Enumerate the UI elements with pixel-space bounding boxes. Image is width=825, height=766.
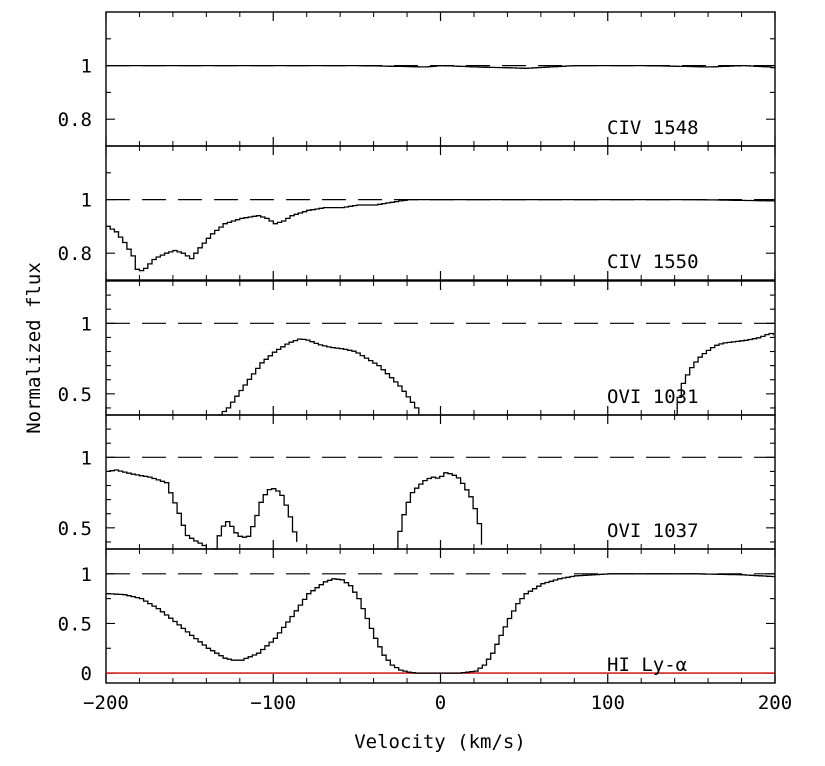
y-tick-label: 0.5 <box>58 518 92 540</box>
panel-0: 0.8 1 CIV 1548 <box>58 11 776 147</box>
flux-profile-line <box>393 472 483 550</box>
x-tick-label: 200 <box>758 692 792 714</box>
flux-profile-line <box>673 332 774 416</box>
panel-label: OVI 1037 <box>607 520 699 542</box>
y-tick-label: 0.8 <box>58 109 92 131</box>
x-tick-label: −200 <box>83 692 129 714</box>
flux-profile-line <box>106 469 207 549</box>
panel-2: 0.5 1 OVI 1031 <box>58 280 776 416</box>
y-tick-label: 0.5 <box>58 384 92 406</box>
panel-label: CIV 1550 <box>607 251 699 273</box>
panels-layer: 0.8 1 CIV 1548 0.8 1 CIV 1550 0.5 1 OVI 1031 0.5 1… <box>58 11 776 685</box>
y-tick-label: 1 <box>81 564 92 586</box>
flux-profile-line <box>106 198 775 272</box>
x-axis-title: Velocity (km/s) <box>354 731 526 753</box>
y-tick-label: 0.5 <box>58 613 92 635</box>
x-tick-label: 100 <box>591 692 625 714</box>
y-tick-label: 0 <box>81 663 92 685</box>
x-tick-label: 0 <box>435 692 446 714</box>
flux-profile-line <box>213 488 298 550</box>
panel-label: HI Ly-α <box>607 654 687 676</box>
y-tick-label: 1 <box>81 56 92 78</box>
flux-profile-line <box>218 338 420 416</box>
flux-profile-line <box>106 573 776 674</box>
y-tick-label: 1 <box>81 447 92 469</box>
panel-label: OVI 1031 <box>607 386 699 408</box>
panel-label: CIV 1548 <box>607 117 699 139</box>
x-tick-label: −100 <box>250 692 296 714</box>
panel-4: 0 0.5 1 HI Ly-α <box>58 548 776 685</box>
y-axis-title: Normalized flux <box>23 262 45 434</box>
y-tick-label: 0.8 <box>58 243 92 265</box>
flux-profile-line <box>106 64 776 69</box>
panel-1: 0.8 1 CIV 1550 <box>58 145 776 281</box>
x-axis-tick-labels: −200 −100 0 100 200 <box>83 692 792 714</box>
y-tick-label: 1 <box>81 190 92 212</box>
panel-3: 0.5 1 OVI 1037 <box>58 414 776 550</box>
y-tick-label: 1 <box>81 313 92 335</box>
